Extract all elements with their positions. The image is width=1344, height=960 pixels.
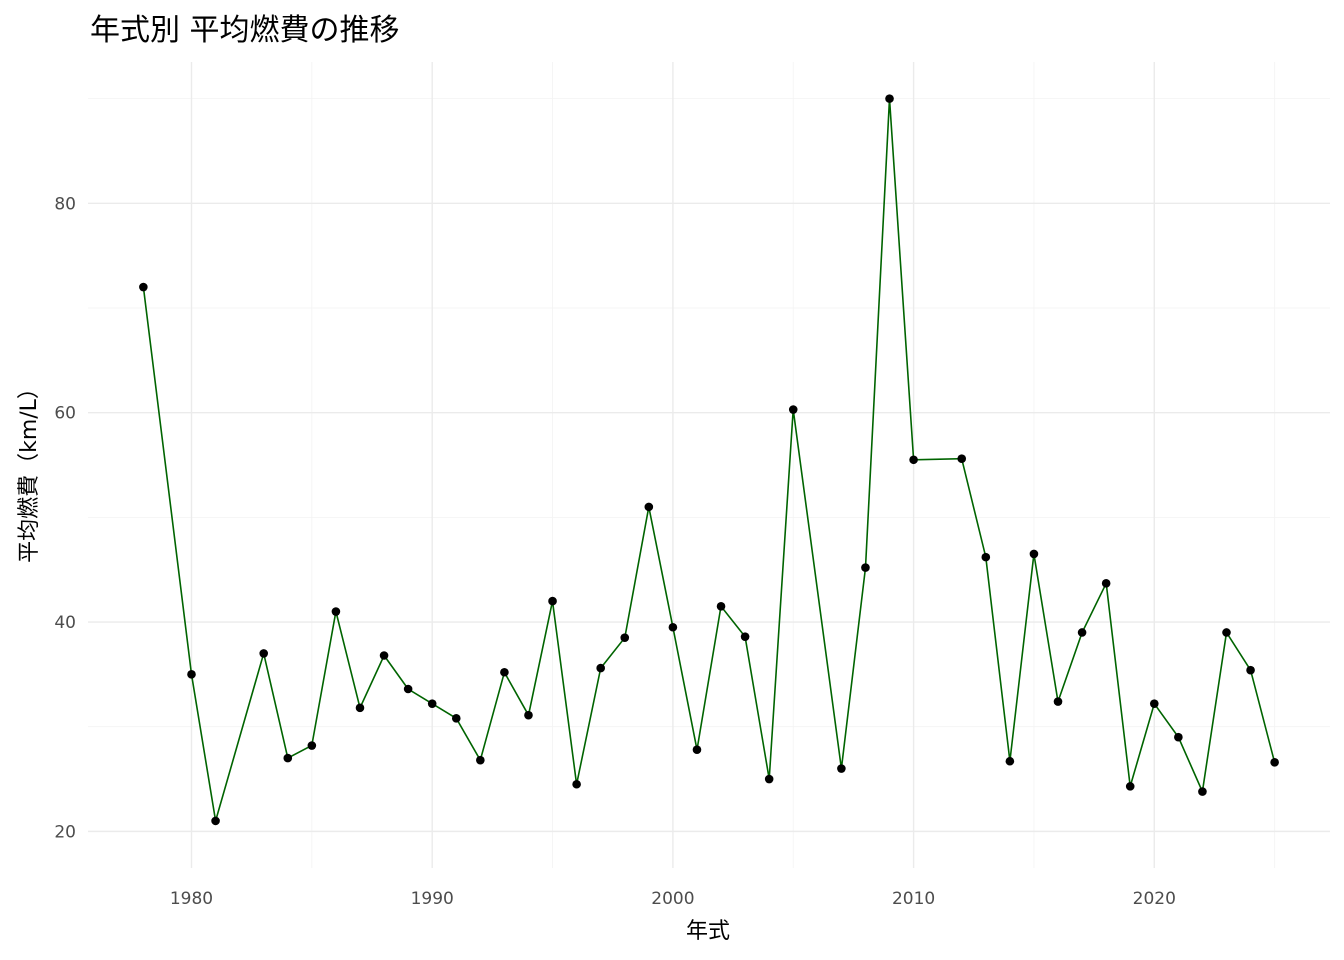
data-point <box>717 602 726 611</box>
data-point <box>1006 757 1015 766</box>
data-point <box>1078 628 1087 637</box>
x-tick-label: 1980 <box>170 889 213 909</box>
x-tick-label: 2000 <box>651 889 694 909</box>
data-point <box>452 714 461 723</box>
y-tick-label: 40 <box>54 613 76 633</box>
data-point <box>500 668 509 677</box>
data-point <box>283 754 292 763</box>
data-point <box>428 699 437 708</box>
data-point <box>861 563 870 572</box>
data-point <box>211 817 220 826</box>
y-tick-label: 60 <box>54 404 76 424</box>
x-axis-title: 年式 <box>686 919 730 944</box>
data-point <box>765 775 774 784</box>
data-point <box>620 633 629 642</box>
data-point <box>645 503 654 512</box>
data-point <box>308 741 317 750</box>
data-point <box>1054 697 1063 706</box>
chart-title: 年式別 平均燃費の推移 <box>90 13 400 48</box>
data-point <box>1246 666 1255 675</box>
data-point <box>380 651 389 660</box>
data-point <box>332 607 341 616</box>
y-axis-title: 平均燃費（km/L） <box>17 377 42 563</box>
data-point <box>1174 733 1183 742</box>
data-point <box>1102 579 1111 588</box>
data-point <box>1126 782 1135 791</box>
data-point <box>693 745 702 754</box>
y-tick-label: 80 <box>54 194 76 214</box>
x-axis-tick-labels: 1980 1990 2000 2010 2020 <box>170 889 1176 909</box>
data-point <box>885 94 894 103</box>
data-point <box>1150 699 1159 708</box>
data-point <box>789 405 798 414</box>
data-point <box>741 632 750 641</box>
data-point <box>404 685 413 694</box>
data-point <box>187 670 196 679</box>
minor-gridlines <box>88 62 1330 868</box>
x-tick-label: 2020 <box>1133 889 1176 909</box>
data-point <box>982 553 991 562</box>
x-tick-label: 1990 <box>411 889 454 909</box>
y-tick-label: 20 <box>54 822 76 842</box>
data-point <box>957 454 966 463</box>
data-point <box>139 283 148 292</box>
data-point <box>1222 628 1231 637</box>
data-point <box>1270 758 1279 767</box>
x-tick-label: 2010 <box>892 889 935 909</box>
y-axis-tick-labels: 20 40 60 80 <box>54 194 76 842</box>
data-point <box>596 664 605 673</box>
series-line <box>143 99 1274 821</box>
data-point <box>572 780 581 789</box>
data-point <box>548 597 557 606</box>
data-point <box>909 455 918 464</box>
plot-area <box>88 62 1330 868</box>
data-point <box>356 704 365 713</box>
major-gridlines <box>88 62 1330 868</box>
data-point <box>1198 787 1207 796</box>
data-point <box>837 764 846 773</box>
data-point <box>476 756 485 765</box>
data-point <box>259 649 268 658</box>
data-point <box>1030 550 1039 559</box>
data-point <box>669 623 678 632</box>
data-point <box>524 711 533 720</box>
